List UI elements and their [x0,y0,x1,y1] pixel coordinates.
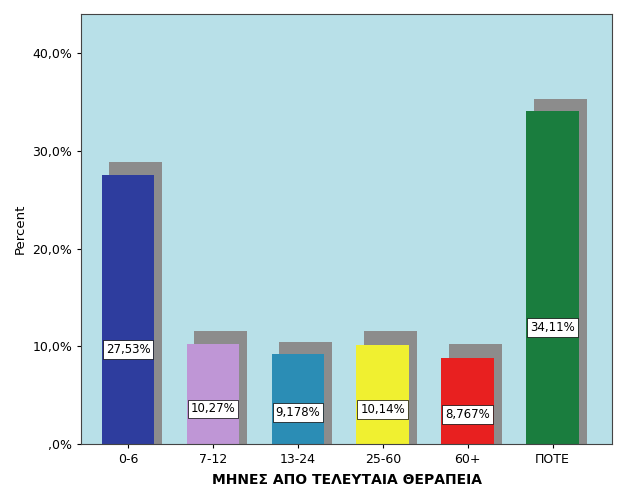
Text: 9,178%: 9,178% [275,406,321,419]
Bar [110,161,162,444]
Bar [526,111,579,444]
Bar [441,358,494,444]
Text: 8,767%: 8,767% [445,408,490,421]
Bar [194,331,247,444]
Bar [187,344,239,444]
Text: 10,27%: 10,27% [190,402,235,415]
Bar [272,354,324,444]
Bar [364,331,417,444]
Bar [449,344,501,444]
Bar [356,345,409,444]
Bar [279,343,332,444]
X-axis label: ΜΗΝΕΣ ΑΠΟ ΤΕΛΕΥΤΑΙΑ ΘΕΡΑΠΕΙΑ: ΜΗΝΕΣ ΑΠΟ ΤΕΛΕΥΤΑΙΑ ΘΕΡΑΠΕΙΑ [212,473,482,487]
Text: 34,11%: 34,11% [530,321,575,334]
Text: 27,53%: 27,53% [106,343,150,356]
Bar [534,99,587,444]
Y-axis label: Percent: Percent [14,204,27,254]
Text: 10,14%: 10,14% [361,403,405,416]
Bar [102,175,155,444]
